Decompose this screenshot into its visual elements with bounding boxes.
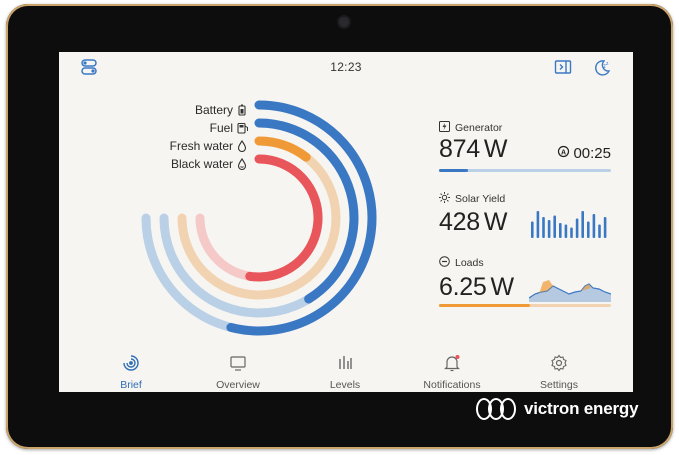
gauge-fill-black-water [245, 154, 323, 282]
night-mode-icon[interactable]: z z [592, 58, 612, 83]
generator-title: Generator [455, 122, 503, 134]
fuel-icon [237, 122, 248, 134]
battery-icon [237, 104, 247, 116]
nav-label: Notifications [423, 379, 481, 391]
generator-timer: A 00:25 [557, 145, 611, 162]
solar-bar [559, 223, 562, 238]
nav-overview[interactable]: Overview [188, 354, 288, 391]
solar-unit: W [483, 208, 508, 236]
generator-timer-value: 00:25 [573, 145, 611, 162]
gauge-fill-fuel [254, 118, 359, 304]
loads-history-graph [529, 280, 611, 302]
solar-bar [587, 221, 590, 238]
solar-bar [553, 215, 556, 238]
clock: 12:23 [330, 60, 362, 74]
solar-history-bars [531, 211, 607, 238]
generator-title-row: Generator [439, 121, 611, 135]
front-camera [339, 17, 349, 27]
solar-bar [581, 211, 584, 238]
brand-name: victron energy [524, 399, 639, 418]
nav-label: Levels [329, 379, 361, 391]
gauge-fill-fresh-water [254, 136, 311, 162]
tank-label: Fuel [209, 121, 233, 135]
loads-title-row: Loads [439, 256, 611, 270]
loads-bar-track [439, 304, 611, 307]
brief-icon [122, 355, 140, 375]
solar-yield-card[interactable]: Solar Yield 428 W [439, 192, 611, 244]
solar-bar [598, 224, 601, 238]
levels-icon [336, 356, 354, 375]
loads-unit: W [490, 273, 514, 301]
generator-bar-track [439, 169, 611, 172]
tank-row-black-water[interactable]: Black water [59, 155, 247, 173]
nav-label: Overview [216, 379, 260, 391]
tank-row-fuel[interactable]: Fuel [59, 119, 248, 137]
svg-text:A: A [561, 150, 566, 157]
tank-level-gauge [141, 100, 377, 336]
device-frame: 12:23 z z Battery Fuel [6, 4, 673, 449]
solar-value: 428 [439, 208, 480, 236]
timer-icon: A [557, 145, 570, 162]
notifications-icon [443, 354, 461, 375]
tank-label: Black water [170, 157, 233, 171]
solar-bar [564, 224, 568, 238]
victron-logo-mark [476, 398, 516, 420]
loads-icon [439, 256, 450, 270]
water-drop-icon [237, 158, 247, 171]
nav-brief[interactable]: Brief [81, 354, 181, 391]
solar-title-row: Solar Yield [439, 192, 611, 206]
loads-value: 6.25 [439, 273, 487, 301]
gauge-fill-battery [226, 100, 377, 336]
solar-bar [547, 220, 551, 238]
generator-value: 874 [439, 135, 480, 163]
tank-row-fresh-water[interactable]: Fresh water [59, 137, 247, 155]
generator-card[interactable]: Generator 874 W A 00:25 [439, 121, 611, 173]
tank-label: Battery [194, 103, 233, 117]
generator-unit: W [483, 135, 508, 163]
solar-bar [592, 214, 596, 238]
generator-icon [439, 121, 450, 135]
nav-settings[interactable]: Settings [509, 354, 609, 391]
nav-levels[interactable]: Levels [295, 354, 395, 391]
nav-notifications[interactable]: Notifications [402, 354, 502, 391]
toggle-icon[interactable] [80, 58, 98, 81]
solar-bar [570, 227, 573, 238]
solar-bar [542, 217, 545, 238]
display-screen: 12:23 z z Battery Fuel [59, 52, 633, 392]
solar-bar [603, 217, 607, 238]
tank-row-battery[interactable]: Battery [59, 101, 247, 119]
victron-logo: victron energy [474, 396, 639, 422]
generator-bar-fill [439, 169, 469, 172]
overview-icon [229, 356, 247, 375]
solar-bar [575, 218, 579, 238]
loads-title: Loads [455, 257, 484, 269]
nav-label: Settings [540, 379, 578, 391]
sidebar-panel-icon[interactable] [554, 58, 572, 81]
bottom-nav: Brief Overview Levels Notifications [59, 350, 633, 392]
loads-card[interactable]: Loads 6.25 W [439, 256, 611, 310]
generator-power: 874 W [439, 137, 507, 162]
nav-label: Brief [120, 379, 142, 391]
svg-text:z: z [603, 64, 606, 70]
tank-legend: Battery Fuel Fresh water Black water [59, 101, 248, 173]
gauge-track [177, 136, 341, 300]
solar-bar [536, 211, 540, 238]
loads-bar-fill [439, 304, 531, 307]
solar-title: Solar Yield [455, 193, 506, 205]
svg-text:z: z [606, 61, 609, 67]
loads-power: 6.25 W [439, 275, 514, 300]
solar-bar [531, 221, 534, 238]
tank-label: Fresh water [169, 139, 233, 153]
solar-power: 428 W [439, 210, 507, 235]
settings-icon [550, 354, 568, 375]
sun-icon [439, 192, 450, 206]
water-drop-icon [237, 140, 247, 153]
